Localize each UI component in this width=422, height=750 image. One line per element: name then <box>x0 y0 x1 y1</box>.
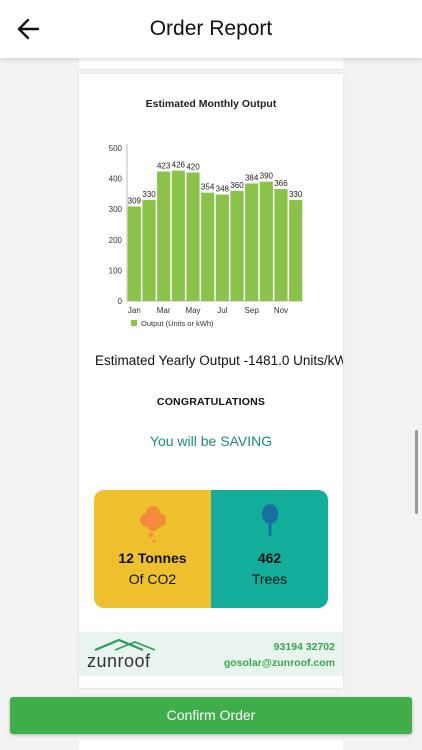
bar-value-label: 390 <box>260 172 274 181</box>
bar-value-label: 354 <box>201 183 215 192</box>
trees-unit: Trees <box>251 571 288 587</box>
legend-swatch <box>131 320 137 326</box>
bar <box>171 170 185 301</box>
report-card: Estimated Monthly Output 0 100 200 300 400 50… <box>79 74 343 688</box>
bar <box>201 192 215 301</box>
bar <box>157 171 171 301</box>
trees-value: 462 <box>257 550 282 566</box>
brand-text: zunroof <box>87 651 151 671</box>
bar-value-label: 384 <box>245 173 259 182</box>
arrow-left-icon[interactable] <box>14 15 44 43</box>
impact-panel: 12 Tonnes Of CO2 462 Trees <box>94 490 328 608</box>
bar-value-label: 330 <box>142 190 156 199</box>
chart-title: Estimated Monthly Output <box>145 98 277 110</box>
bar-value-label: 366 <box>274 179 288 188</box>
bar <box>245 183 259 301</box>
yearly-output-text: Estimated Yearly Output -1481.0 Units/kW <box>95 353 343 368</box>
scrollbar[interactable] <box>415 430 418 514</box>
y-tick-label: 200 <box>109 236 123 245</box>
bar-value-label: 330 <box>289 190 303 199</box>
page-title: Order Report <box>149 17 273 40</box>
bar-value-label: 309 <box>128 196 142 205</box>
contact-email[interactable]: gosolar@zunroof.com <box>223 657 335 669</box>
confirm-order-button[interactable]: Confirm Order <box>10 697 412 734</box>
bar-value-label: 348 <box>216 185 230 194</box>
saving-text: You will be SAVING <box>149 433 273 449</box>
congratulations-heading: CONGRATULATIONS <box>156 396 266 408</box>
tree-icon <box>262 504 278 536</box>
legend-label: Output (Units or kWh) <box>141 319 214 328</box>
trees-tile: 462 Trees <box>211 490 328 608</box>
previous-card <box>79 58 343 70</box>
bar <box>289 200 303 301</box>
y-tick-label: 100 <box>109 266 123 275</box>
bar <box>274 189 288 301</box>
smoke-cloud-icon <box>140 506 166 543</box>
bar <box>142 200 156 301</box>
x-tick-label: Nov <box>274 306 288 315</box>
co2-value: 12 Tonnes <box>118 550 187 566</box>
x-tick-label: Jul <box>217 306 227 315</box>
bar-value-label: 360 <box>230 181 244 190</box>
bar-value-label: 426 <box>172 161 186 170</box>
x-tick-label: May <box>185 306 200 315</box>
y-tick-label: 500 <box>109 144 123 153</box>
x-tick-label: Jan <box>128 306 141 315</box>
bar <box>186 172 200 301</box>
bar-value-label: 423 <box>157 162 171 171</box>
bar <box>215 194 229 301</box>
next-card <box>79 740 343 750</box>
y-tick-label: 400 <box>109 175 123 184</box>
co2-tile: 12 Tonnes Of CO2 <box>94 490 211 608</box>
x-tick-label: Sep <box>245 306 260 315</box>
contact-phone[interactable]: 93194 32702 <box>273 641 335 653</box>
x-tick-label: Mar <box>157 306 171 315</box>
bar <box>259 181 273 301</box>
zunroof-logo: zunroof <box>87 638 156 671</box>
app-header: Order Report <box>0 0 422 58</box>
bar <box>127 206 141 301</box>
y-tick-label: 0 <box>118 297 123 306</box>
contact-footer: zunroof 93194 32702 gosolar@zunroof.com <box>79 632 343 676</box>
co2-unit: Of CO2 <box>128 571 177 587</box>
bar-value-label: 420 <box>186 162 200 171</box>
bar <box>230 190 244 301</box>
y-tick-label: 300 <box>109 205 123 214</box>
